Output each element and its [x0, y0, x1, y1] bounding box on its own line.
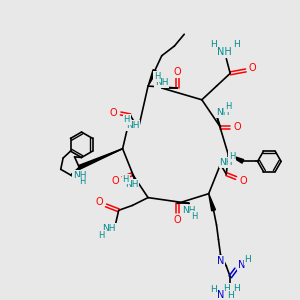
Text: H: H: [225, 102, 231, 111]
Text: O: O: [174, 68, 181, 77]
Polygon shape: [79, 149, 123, 169]
Text: H: H: [98, 231, 104, 240]
Text: H: H: [154, 72, 160, 81]
Polygon shape: [148, 70, 157, 86]
Text: H: H: [223, 284, 230, 293]
Text: H: H: [191, 212, 197, 221]
Text: O: O: [112, 176, 120, 186]
Text: H: H: [123, 115, 130, 124]
Text: H: H: [227, 291, 234, 300]
Text: NH: NH: [220, 158, 233, 167]
Text: NH: NH: [126, 121, 139, 130]
Text: O: O: [239, 176, 247, 186]
Text: O: O: [95, 197, 103, 208]
Text: N: N: [217, 290, 224, 300]
Text: NH: NH: [102, 224, 116, 233]
Text: N: N: [238, 260, 246, 270]
Text: O: O: [174, 215, 181, 225]
Text: NH: NH: [216, 108, 229, 117]
Text: NH: NH: [182, 206, 196, 215]
Text: O: O: [110, 109, 118, 118]
Text: O: O: [249, 64, 256, 74]
Polygon shape: [228, 154, 244, 163]
Polygon shape: [209, 194, 215, 211]
Text: H: H: [122, 175, 129, 184]
Text: N: N: [217, 256, 224, 266]
Text: H: H: [233, 284, 239, 293]
Text: H: H: [244, 255, 251, 264]
Text: NH: NH: [73, 171, 86, 180]
Text: NH: NH: [155, 78, 169, 87]
Text: H: H: [229, 152, 236, 161]
Text: H: H: [233, 40, 239, 49]
Text: H: H: [210, 285, 217, 294]
Text: H: H: [210, 40, 217, 49]
Text: H: H: [79, 177, 85, 186]
Text: NH: NH: [125, 180, 138, 189]
Text: O: O: [233, 122, 241, 132]
Text: NH: NH: [217, 47, 232, 57]
